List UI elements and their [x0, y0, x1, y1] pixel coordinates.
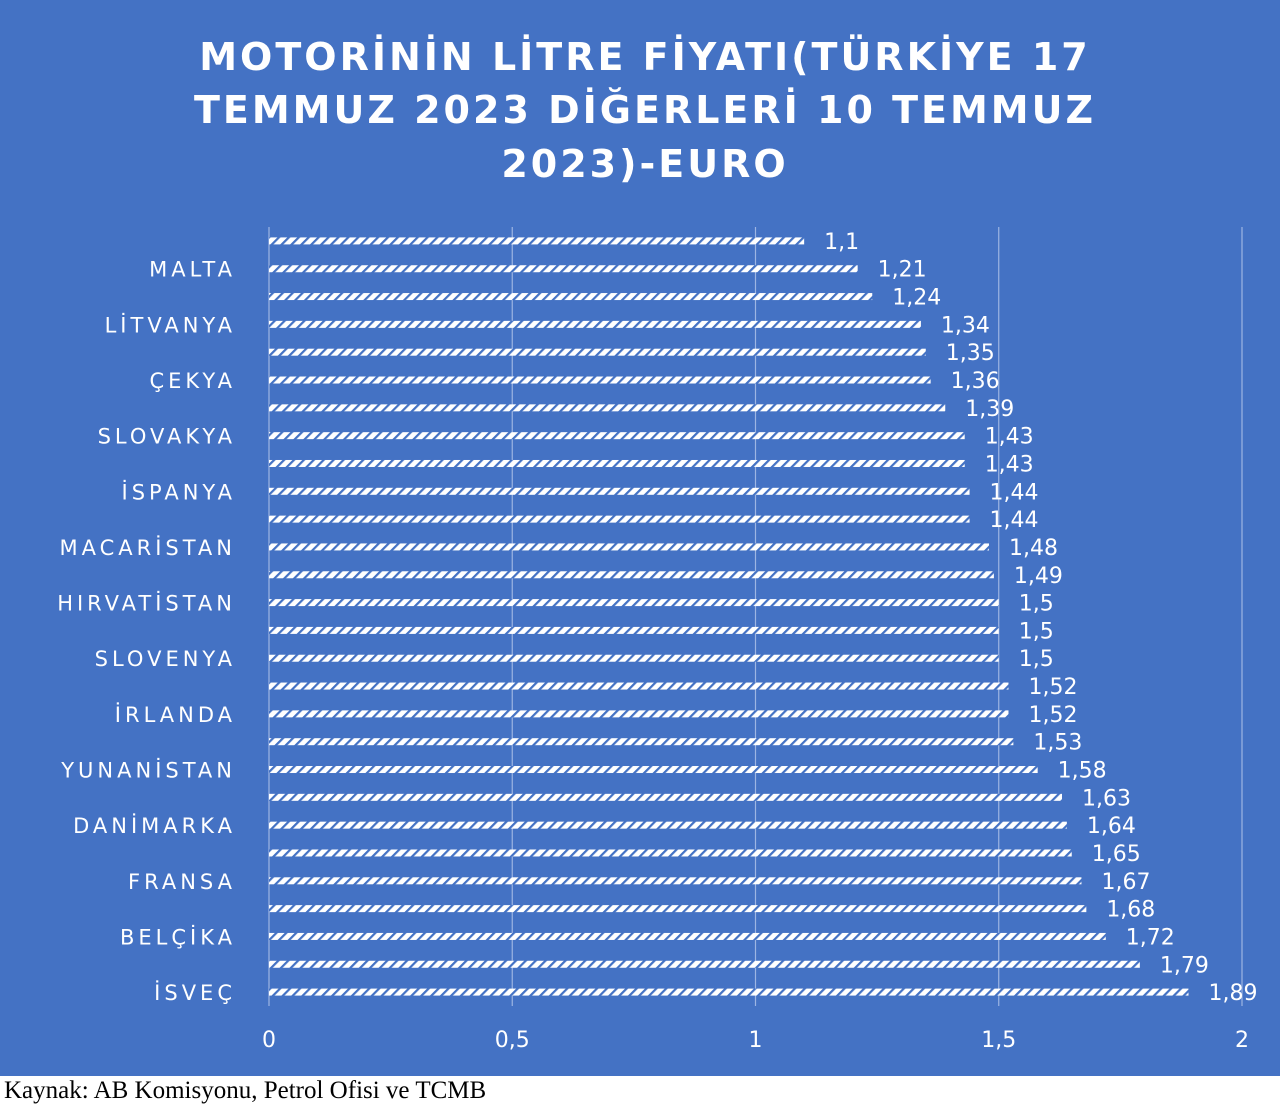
bar: [269, 571, 994, 579]
bar: [269, 515, 970, 523]
data-label: 1,39: [965, 397, 1014, 422]
category-label: HIRVATİSTAN: [57, 591, 236, 616]
x-tick-label: 1,5: [981, 1028, 1016, 1053]
data-label: 1,44: [990, 480, 1039, 505]
bar: [269, 932, 1106, 940]
bar: [269, 738, 1014, 746]
category-label: DANİMARKA: [73, 813, 236, 838]
data-label: 1,5: [1019, 619, 1054, 644]
bar: [269, 348, 926, 356]
grid-layer: [268, 227, 1243, 1006]
bar: [269, 710, 1009, 718]
data-label: 1,5: [1019, 592, 1054, 617]
x-tick-label: 1: [749, 1028, 763, 1053]
data-label: 1,44: [990, 508, 1039, 533]
source-note: Kaynak: AB Komisyonu, Petrol Ofisi ve TC…: [4, 1077, 487, 1104]
data-label: 1,34: [941, 313, 990, 338]
category-label: LİTVANYA: [105, 312, 236, 337]
data-label: 1,58: [1058, 759, 1107, 784]
bar: [269, 988, 1189, 996]
x-tick-label: 0,5: [495, 1028, 530, 1053]
data-label: 1,43: [985, 452, 1034, 477]
bar: [269, 877, 1082, 885]
category-label: BELÇİKA: [120, 924, 236, 949]
bar: [269, 543, 990, 551]
data-label: 1,65: [1092, 842, 1141, 867]
bar: [269, 376, 931, 384]
data-label: 1,52: [1028, 703, 1077, 728]
x-tick-label: 2: [1235, 1028, 1249, 1053]
data-label: 1,36: [951, 369, 1000, 394]
data-label: 1,1: [824, 230, 859, 255]
bar: [269, 682, 1009, 690]
chart-panel: MOTORİNİN LİTRE FİYATI(TÜRKİYE 17 TEMMUZ…: [0, 0, 1280, 1076]
category-label: YUNANİSTAN: [60, 758, 236, 783]
category-label: ÇEKYA: [149, 369, 236, 393]
category-label: İSPANYA: [122, 479, 236, 504]
bar: [269, 487, 970, 495]
bar: [269, 654, 999, 662]
data-label: 1,53: [1033, 731, 1082, 756]
bar: [269, 599, 999, 607]
bar: [269, 459, 965, 467]
category-label: SLOVENYA: [95, 647, 236, 671]
bar: [269, 293, 873, 301]
data-label: 1,63: [1082, 786, 1131, 811]
data-label: 1,24: [892, 286, 941, 311]
data-label: 1,79: [1160, 953, 1209, 978]
data-label: 1,35: [946, 341, 995, 366]
chart-title-line-1: MOTORİNİN LİTRE FİYATI(TÜRKİYE 17: [199, 35, 1091, 79]
bar: [269, 237, 805, 245]
category-label: SLOVAKYA: [98, 425, 236, 449]
chart-title-line-2: TEMMUZ 2023 DİĞERLERİ 10 TEMMUZ: [194, 88, 1096, 132]
category-label: MALTA: [149, 258, 236, 282]
data-label: 1,89: [1208, 981, 1257, 1006]
bar-chart: MOTORİNİN LİTRE FİYATI(TÜRKİYE 17 TEMMUZ…: [57, 35, 1257, 1053]
data-label: 1,21: [878, 258, 927, 283]
category-label: İSVEÇ: [154, 980, 236, 1005]
bars-layer: [269, 237, 1189, 996]
bar: [269, 404, 946, 412]
data-label: 1,48: [1009, 536, 1058, 561]
chart-title-line-3: 2023)-EURO: [501, 142, 788, 186]
data-label: 1,68: [1106, 898, 1155, 923]
data-label: 1,67: [1101, 870, 1150, 895]
bar: [269, 821, 1067, 829]
x-tick-label: 0: [262, 1028, 276, 1053]
data-label: 1,52: [1028, 675, 1077, 700]
data-label: 1,49: [1014, 564, 1063, 589]
bar: [269, 766, 1038, 774]
bar: [269, 960, 1140, 968]
bar: [269, 905, 1087, 913]
bar: [269, 793, 1062, 801]
bar: [269, 849, 1072, 857]
bar: [269, 320, 921, 328]
category-label: FRANSA: [128, 870, 236, 894]
bar: [269, 432, 965, 440]
data-label: 1,64: [1087, 814, 1136, 839]
data-label: 1,43: [985, 425, 1034, 450]
data-label: 1,5: [1019, 647, 1054, 672]
chart-title: MOTORİNİN LİTRE FİYATI(TÜRKİYE 17 TEMMUZ…: [194, 35, 1096, 186]
bar: [269, 626, 999, 634]
bar: [269, 265, 858, 273]
category-label: İRLANDA: [115, 702, 236, 727]
labels-layer: 0 0,5 1 1,5 21,11,21MALTA1,241,34LİTVANYA1,3…: [57, 230, 1257, 1053]
category-label: MACARİSTAN: [59, 535, 236, 560]
data-label: 1,72: [1126, 925, 1175, 950]
